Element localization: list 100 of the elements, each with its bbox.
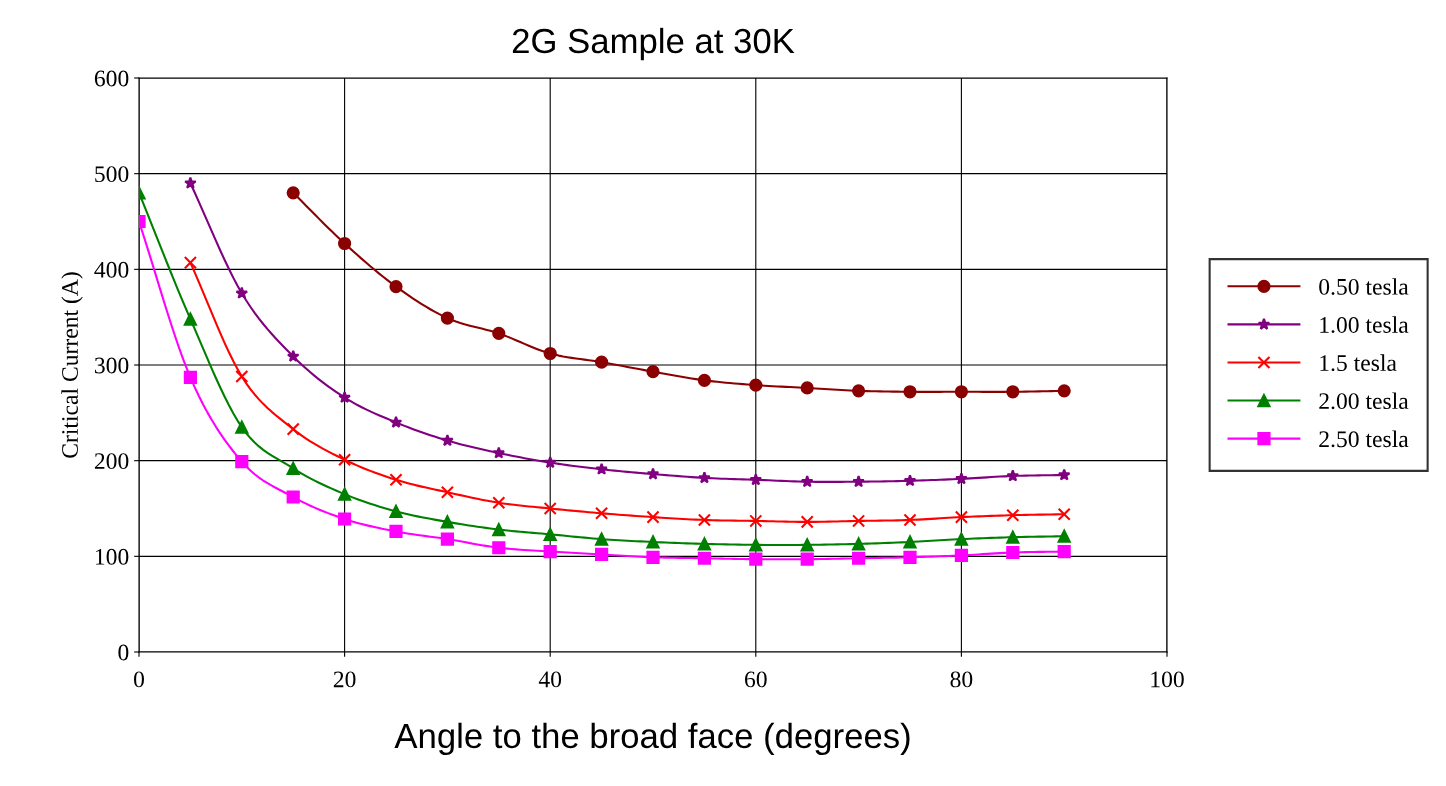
point <box>235 286 249 299</box>
point <box>184 176 197 189</box>
point <box>1006 385 1020 399</box>
point <box>697 373 711 387</box>
x-tick-label: 0 <box>134 671 144 688</box>
point <box>235 369 249 384</box>
point <box>338 236 352 251</box>
legend-label: 1.5 tesla <box>1320 354 1397 372</box>
x-tick-label: 40 <box>538 671 562 688</box>
point <box>440 311 454 325</box>
point <box>440 515 454 529</box>
point <box>903 474 917 487</box>
point <box>389 473 403 487</box>
point <box>492 522 506 537</box>
legend-label: 0.50 tesla <box>1319 278 1409 295</box>
point <box>903 535 917 549</box>
point <box>954 548 968 562</box>
point <box>183 256 197 270</box>
point <box>595 355 609 369</box>
point <box>749 473 763 486</box>
y-axis-title: Critical Current (A) <box>61 272 83 458</box>
point <box>954 532 968 546</box>
point <box>338 453 352 467</box>
point <box>492 446 506 459</box>
point <box>800 475 814 488</box>
point <box>235 420 249 434</box>
x-tick-label: 20 <box>333 671 356 688</box>
y-tick-label: 0 <box>118 644 129 661</box>
point <box>595 462 608 475</box>
point <box>286 186 300 200</box>
point <box>338 512 352 526</box>
point <box>492 541 506 555</box>
point <box>903 550 917 564</box>
point <box>1057 529 1071 543</box>
point <box>595 506 609 520</box>
point <box>646 510 660 524</box>
point <box>543 527 557 541</box>
y-tick-label: 300 <box>94 357 129 374</box>
point <box>903 385 917 399</box>
point <box>440 485 454 499</box>
point <box>800 515 814 529</box>
point <box>800 381 814 395</box>
y-tick-label: 100 <box>95 548 129 565</box>
point <box>852 551 866 565</box>
point <box>749 538 763 552</box>
point <box>1006 530 1020 544</box>
x-tick-label: 60 <box>745 671 767 688</box>
point <box>749 514 763 528</box>
point <box>389 279 403 294</box>
point <box>440 532 454 546</box>
point <box>492 496 506 510</box>
point <box>1006 545 1020 560</box>
point <box>800 538 814 552</box>
point <box>1057 544 1071 559</box>
point <box>1057 507 1071 521</box>
point <box>954 510 968 524</box>
point <box>286 490 300 504</box>
point <box>955 472 968 485</box>
point <box>543 544 557 559</box>
point <box>543 455 557 469</box>
point <box>749 378 763 392</box>
point <box>698 471 711 484</box>
chart-title: 2G Sample at 30K <box>512 27 795 61</box>
point <box>697 513 711 527</box>
point <box>646 365 660 379</box>
point <box>543 501 557 516</box>
point <box>903 513 917 527</box>
point <box>441 433 454 447</box>
point <box>183 312 197 326</box>
point <box>697 551 711 565</box>
x-axis-title: Angle to the broad face (degrees) <box>394 722 910 756</box>
y-tick-label: 400 <box>94 261 129 278</box>
point <box>492 326 506 341</box>
legend-label: 2.00 tesla <box>1319 392 1409 410</box>
point <box>646 467 660 480</box>
point <box>749 552 763 566</box>
point <box>595 532 609 546</box>
legend-label: 2.50 tesla <box>1319 430 1409 448</box>
x-tick-label: 80 <box>950 671 973 688</box>
point <box>235 455 249 469</box>
point <box>1057 384 1071 398</box>
x-tick-label: 100 <box>1151 671 1184 688</box>
point <box>1057 468 1071 481</box>
point <box>1006 469 1020 482</box>
point <box>338 390 351 404</box>
point <box>389 524 403 539</box>
y-tick-label: 200 <box>94 453 129 470</box>
point <box>389 504 403 518</box>
point <box>646 535 660 549</box>
point <box>286 349 300 362</box>
legend-label: 1.00 tesla <box>1320 316 1409 333</box>
point <box>338 487 352 501</box>
point <box>852 514 866 528</box>
point <box>389 415 403 428</box>
point <box>646 550 660 564</box>
point <box>543 346 557 361</box>
point <box>286 422 300 436</box>
y-tick-label: 500 <box>95 166 129 183</box>
point <box>286 461 300 475</box>
point <box>183 370 197 385</box>
